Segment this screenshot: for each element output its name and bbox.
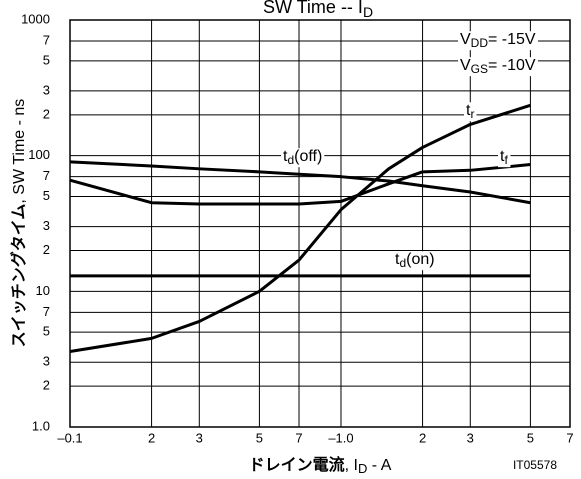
x-tick-label: –0.1 — [57, 430, 82, 445]
x-label-subscript: D — [358, 461, 367, 476]
y-tick-label: 7 — [43, 32, 50, 47]
y-tick-label: 100 — [28, 147, 50, 162]
series-name: t — [500, 148, 505, 165]
series-subscript: r — [470, 107, 474, 121]
label-background — [464, 102, 477, 122]
series-line — [69, 163, 531, 206]
x-tick-label: 7 — [566, 430, 573, 445]
series-label-group: td(on) — [393, 251, 437, 271]
figure-code: IT05578 — [513, 458, 557, 472]
condition: VDD= -15V — [460, 31, 536, 50]
series-subscript: d — [399, 256, 406, 270]
y-label-jp: スイッチングタイム — [9, 204, 28, 348]
series-name: t — [395, 251, 400, 268]
y-label-rest: , SW Time - ns — [11, 99, 28, 204]
plot-frame — [69, 19, 571, 428]
condition-symbol: V — [460, 31, 471, 48]
x-tick-label: –1.0 — [328, 430, 353, 445]
x-tick-label: 2 — [148, 430, 155, 445]
y-tick-label: 1.0 — [32, 418, 50, 433]
series-subscript: d — [287, 153, 294, 167]
series-label: td(off) — [283, 148, 322, 167]
condition-group: VDD= -15V — [458, 31, 538, 51]
series-suffix: (off) — [294, 148, 322, 165]
x-tick-label: 5 — [256, 430, 263, 445]
y-tick-label: 5 — [43, 188, 50, 203]
series-label: tr — [466, 102, 474, 121]
label-background — [458, 31, 538, 51]
x-label-jp: ドレイン電流 — [249, 455, 345, 474]
y-axis-label: スイッチングタイム, SW Time - ns — [9, 99, 28, 348]
x-tick-label: 5 — [527, 430, 534, 445]
x-tick-label: 3 — [467, 430, 474, 445]
x-tick-label: 7 — [295, 430, 302, 445]
x-tick-label: 2 — [419, 430, 426, 445]
y-tick-label: 7 — [43, 304, 50, 319]
x-label-rest: , I — [345, 457, 358, 474]
y-tick-label: 3 — [43, 218, 50, 233]
series-label-group: tf — [498, 148, 511, 168]
y-tick-label: 2 — [43, 378, 50, 393]
chart-title: SW Time -- ID — [263, 0, 373, 20]
condition-subscript: GS — [471, 62, 488, 76]
label-background — [393, 251, 437, 271]
x-tick-label: 3 — [196, 430, 203, 445]
condition-value: = -15V — [488, 31, 536, 48]
x-axis-label: ドレイン電流, ID - A — [249, 455, 392, 476]
condition-value: = -10V — [488, 57, 536, 74]
y-tick-label: 10 — [36, 283, 50, 298]
y-tick-label: 2 — [43, 242, 50, 257]
y-tick-label: 3 — [43, 354, 50, 369]
series-label-group: tr — [464, 102, 477, 122]
series-name: t — [283, 148, 288, 165]
series-label: td(on) — [395, 251, 435, 270]
condition-group: VGS= -10V — [458, 57, 538, 77]
x-label-unit: - A — [367, 457, 391, 474]
y-tick-label: 3 — [43, 82, 50, 97]
y-tick-label: 2 — [43, 106, 50, 121]
series-name: t — [466, 102, 471, 119]
condition: VGS= -10V — [460, 57, 536, 76]
series-line — [69, 103, 531, 354]
y-tick-label: 1000 — [21, 11, 50, 26]
label-background — [458, 57, 538, 77]
y-tick-label: 5 — [43, 52, 50, 67]
series-suffix: (on) — [406, 251, 434, 268]
condition-subscript: DD — [471, 36, 489, 50]
label-background — [281, 148, 325, 168]
series-label: tf — [500, 148, 508, 167]
condition-symbol: V — [460, 57, 471, 74]
series-line — [69, 160, 531, 205]
y-tick-label: 7 — [43, 168, 50, 183]
series-label-group: td(off) — [281, 148, 325, 168]
label-background — [498, 148, 511, 168]
y-tick-label: 5 — [43, 324, 50, 339]
series-subscript: f — [504, 153, 508, 167]
title-main: SW Time -- I — [263, 0, 363, 17]
title-subscript: D — [363, 4, 373, 20]
